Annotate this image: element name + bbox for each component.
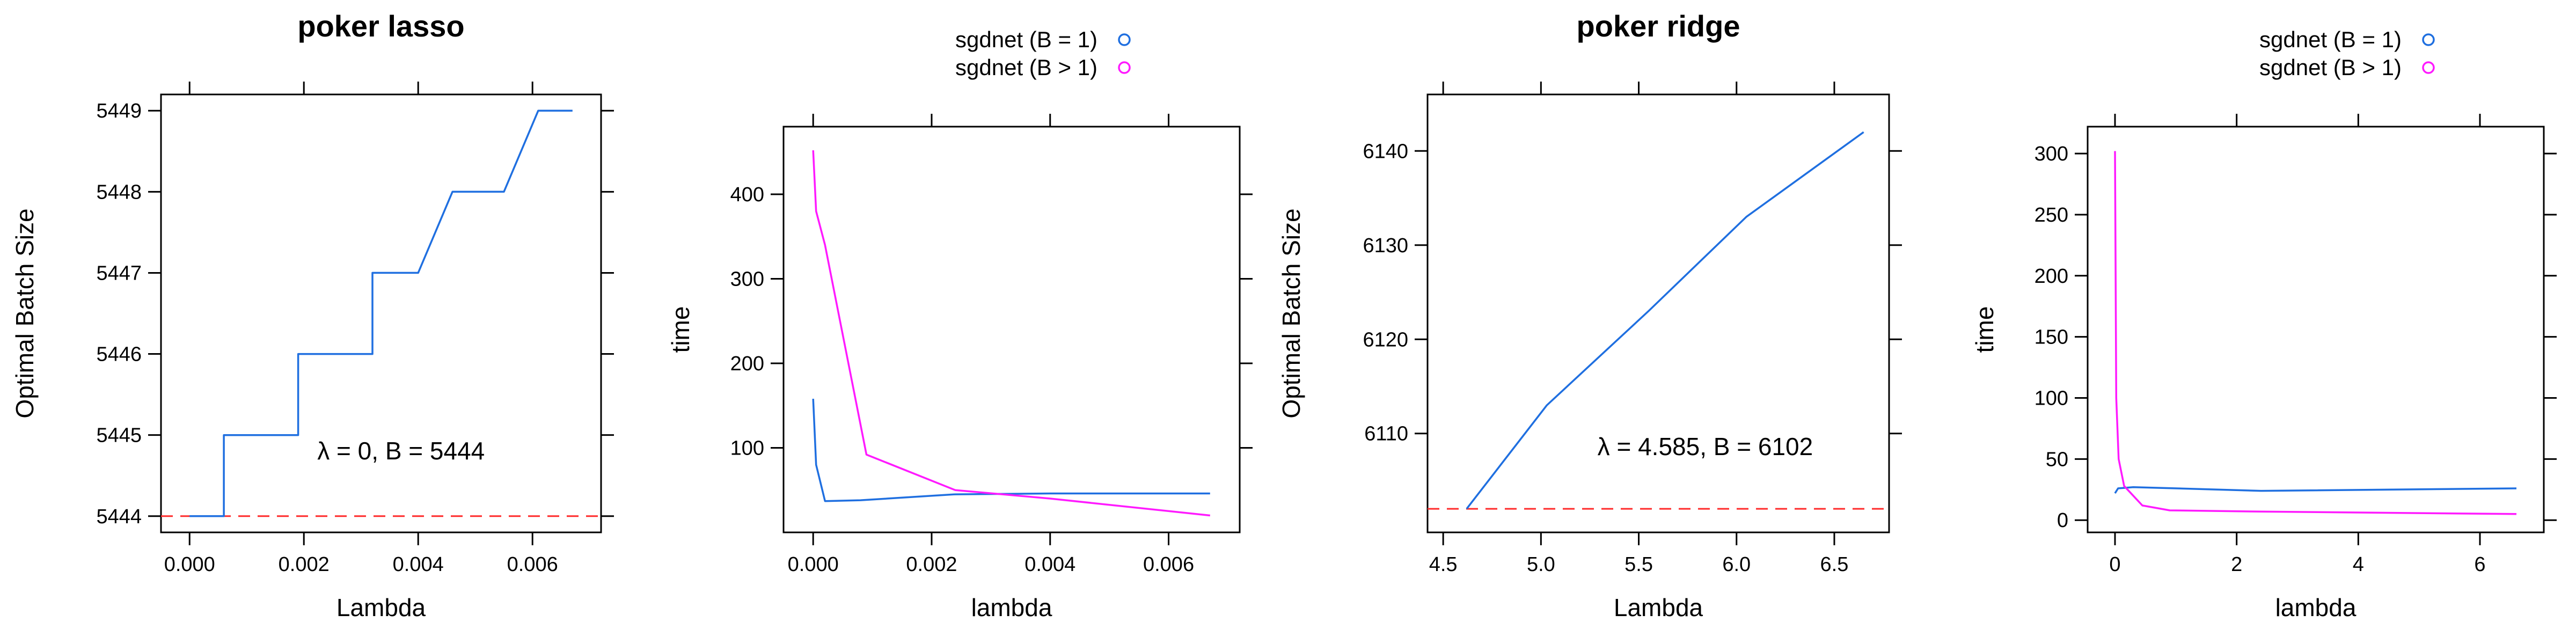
legend-label: sgdnet (B = 1) (2259, 27, 2402, 52)
x-axis-label: Lambda (336, 594, 426, 621)
x-tick-label: 0.000 (164, 553, 215, 576)
plot-frame (160, 93, 602, 533)
x-tick-label: 0.006 (507, 553, 558, 576)
legend-marker (1118, 33, 1131, 46)
x-tick-label: 0.004 (1024, 553, 1075, 576)
y-tick-label: 5449 (96, 100, 142, 122)
y-tick-label: 100 (2035, 387, 2068, 410)
chart-panel-3: 4.5 5.0 5.5 6.0 6.5 6110 6120 6130 6140 Lambda Opt… (1277, 9, 1902, 621)
x-tick-label: 0.002 (906, 553, 957, 576)
legend-marker (1118, 61, 1131, 74)
legend-label: sgdnet (B = 1) (955, 27, 1097, 52)
x-axis-label: lambda (971, 594, 1052, 621)
x-axis-label: Lambda (1614, 594, 1703, 621)
y-tick-label: 300 (730, 268, 764, 291)
chart-panel-1: 0.000 0.002 0.004 0.006 5444 5445 5446 5447 5448… (11, 9, 614, 621)
annotation-text: λ = 0, B = 5444 (317, 437, 485, 465)
series-line-1 (812, 399, 1210, 502)
y-axis-label: time (1971, 306, 1999, 353)
series-line-2 (2114, 151, 2517, 515)
series-line-2 (812, 150, 1210, 517)
y-tick-label: 6130 (1363, 235, 1408, 257)
y-axis-label: time (667, 306, 694, 353)
chart-panel-2: 0.000 0.002 0.004 0.006 100 200 300 400 lambda ti… (667, 27, 1253, 621)
x-tick-label: 0.002 (279, 553, 330, 576)
y-tick-label: 0 (2057, 509, 2068, 532)
plot-frame (1426, 93, 1890, 533)
y-tick-label: 5447 (96, 262, 142, 284)
y-tick-label: 5446 (96, 343, 142, 366)
y-tick-label: 50 (2046, 448, 2068, 471)
legend-label: sgdnet (B > 1) (2259, 55, 2402, 80)
y-tick-label: 300 (2035, 143, 2068, 165)
chart-title: poker lasso (297, 9, 464, 43)
x-tick-label: 2 (2231, 553, 2242, 576)
legend-marker (2422, 61, 2435, 74)
y-tick-label: 6140 (1363, 140, 1408, 163)
y-tick-label: 5444 (96, 506, 142, 528)
chart-title: poker ridge (1577, 9, 1740, 43)
plot-frame (2087, 126, 2545, 533)
x-tick-label: 0.006 (1143, 553, 1194, 576)
y-tick-label: 200 (2035, 265, 2068, 288)
chart-panel-4: 0 2 4 6 0 50 100 150 200 250 300 lambda time sgdnet (… (1971, 27, 2557, 621)
x-tick-label: 0.004 (393, 553, 444, 576)
x-tick-label: 6.0 (1722, 553, 1751, 576)
y-tick-label: 150 (2035, 326, 2068, 349)
plot-frame (782, 126, 1241, 533)
annotation-text: λ = 4.585, B = 6102 (1598, 433, 1813, 460)
y-tick-label: 200 (730, 353, 764, 375)
y-axis-label: Optimal Batch Size (11, 208, 39, 418)
y-axis-label: Optimal Batch Size (1277, 208, 1305, 418)
y-tick-label: 6110 (1364, 423, 1408, 445)
series-line-1 (1466, 131, 1864, 510)
series-line-1 (2114, 486, 2517, 494)
y-tick-label: 100 (730, 437, 764, 460)
x-tick-label: 0.000 (788, 553, 839, 576)
x-axis-label: lambda (2275, 594, 2357, 621)
series-line-1 (189, 109, 573, 517)
y-tick-label: 6120 (1363, 328, 1408, 351)
legend-label: sgdnet (B > 1) (955, 55, 1097, 80)
y-tick-label: 5445 (96, 425, 142, 447)
x-tick-label: 5.5 (1624, 553, 1653, 576)
x-tick-label: 6 (2474, 553, 2485, 576)
y-tick-label: 250 (2035, 204, 2068, 226)
legend-marker (2422, 33, 2435, 46)
y-tick-label: 5448 (96, 181, 142, 203)
x-tick-label: 4 (2353, 553, 2364, 576)
x-tick-label: 0 (2109, 553, 2120, 576)
x-tick-label: 4.5 (1429, 553, 1458, 576)
x-tick-label: 6.5 (1820, 553, 1849, 576)
y-tick-label: 400 (730, 184, 764, 206)
x-tick-label: 5.0 (1527, 553, 1555, 576)
